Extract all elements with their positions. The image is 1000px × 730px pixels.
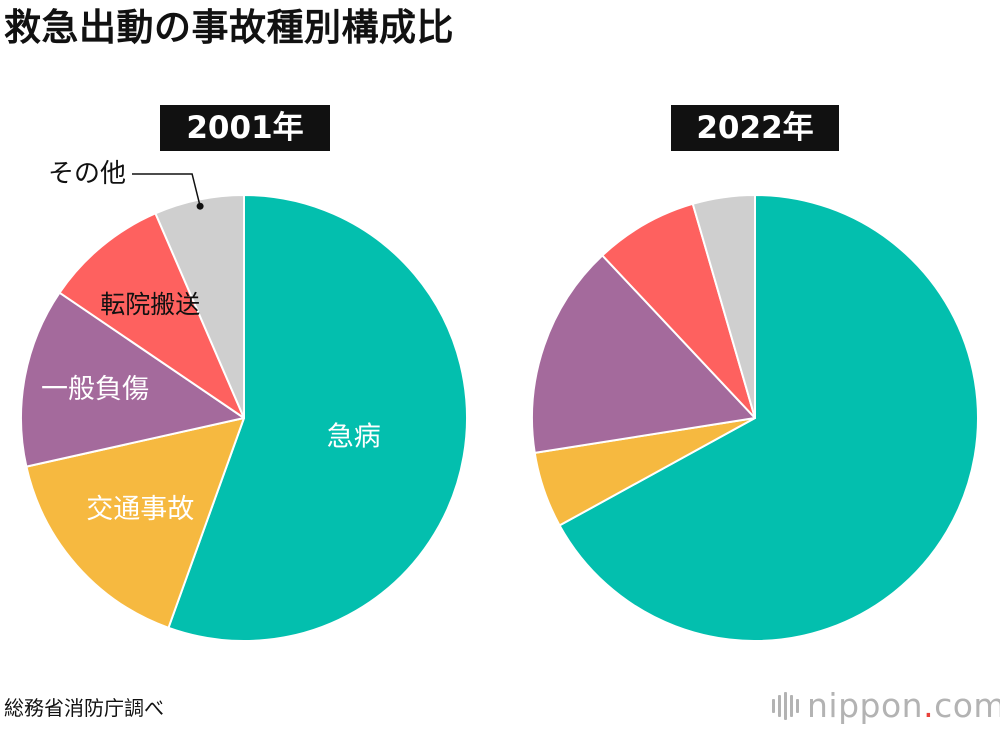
- pie-chart-2022: [531, 194, 979, 642]
- pie-chart-2001: [20, 194, 468, 642]
- source-note: 総務省消防庁調べ: [4, 696, 164, 720]
- pie-slice-sonota: [691, 194, 756, 419]
- brand-logo: nippon.com: [772, 684, 1000, 728]
- pie-slice-ippan-fusho: [531, 254, 756, 454]
- page-title: 救急出動の事故種別構成比: [4, 6, 454, 49]
- pie-slice-kyubyo: [558, 194, 979, 642]
- pie-label-kotsu-jiko: 交通事故: [86, 494, 194, 525]
- pie-slice-ippan-fusho: [20, 291, 245, 468]
- pie-slice-ten-in-hanso: [601, 202, 756, 419]
- pie-slice-kotsu-jiko: [25, 417, 245, 629]
- year-badge-2001: 2001年: [160, 105, 330, 151]
- callout-line: [132, 173, 201, 207]
- pie-label-ten-in-hanso: 転院搬送: [100, 290, 200, 319]
- year-badge-2022: 2022年: [671, 105, 839, 151]
- pie-label-ippan-fusho: 一般負傷: [41, 374, 149, 405]
- pie-slice-kyubyo: [167, 194, 468, 642]
- pie-label-sonota: その他: [48, 159, 126, 189]
- pie-slice-ten-in-hanso: [58, 212, 245, 419]
- brand-wordmark: nippon.com: [807, 686, 1000, 725]
- pie-label-kyubyo: 急病: [327, 422, 381, 453]
- brand-bars-icon: [772, 692, 799, 720]
